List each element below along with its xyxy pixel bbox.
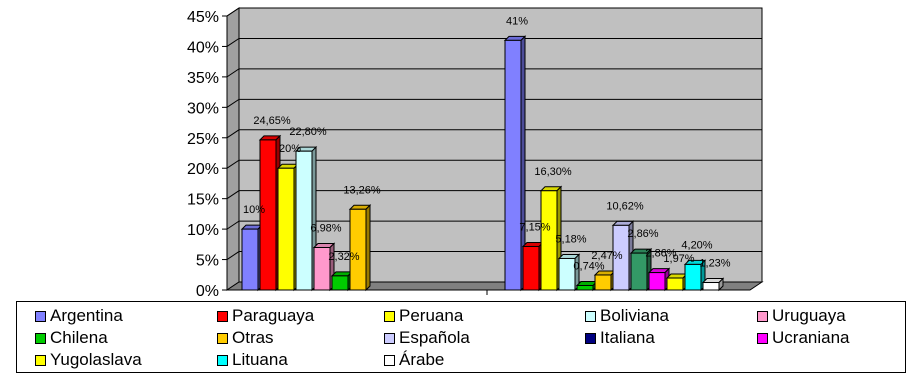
y-tick-label: 35% <box>187 70 219 87</box>
data-label: 22,80% <box>289 126 327 138</box>
legend-label: Uruguaya <box>772 306 846 325</box>
bar-italiana <box>629 247 653 292</box>
y-tick-label: 25% <box>187 131 219 148</box>
legend-label: Chilena <box>50 328 108 347</box>
bar-árabe <box>701 277 725 292</box>
data-label: 2,86% <box>627 228 658 240</box>
data-label: 2,86% <box>645 248 676 260</box>
data-label: 0,74% <box>573 260 604 272</box>
legend: Argentina Paraguaya Peruana Boliviana Urugua… <box>16 301 906 373</box>
legend-label: Otras <box>232 328 274 347</box>
legend-swatch <box>757 332 768 344</box>
data-labels: 10% 24,65% 20% 22,80% 6,98% 2,32% 13,26% 41% 7,1… <box>243 15 731 272</box>
legend-label: Italiana <box>600 328 655 347</box>
legend-item: Italiana <box>585 328 655 348</box>
bar-chart: 0% 5% 10% 15% 20% 25% 30% 35% 40% 45% 10% 24,65% 20… <box>187 7 764 300</box>
data-label: 7,15% <box>519 221 550 233</box>
gridline <box>226 159 762 169</box>
gridline <box>226 190 762 200</box>
gridline <box>226 68 762 78</box>
gridline <box>226 7 762 17</box>
bar-argentina <box>503 35 527 292</box>
data-label: 13,26% <box>343 184 381 196</box>
legend-swatch <box>217 310 228 322</box>
y-tick-label: 15% <box>187 192 219 209</box>
legend-label: Yugolaslava <box>50 350 142 369</box>
bar-chilena <box>330 270 354 292</box>
legend-swatch <box>35 332 46 344</box>
legend-swatch <box>585 310 596 322</box>
y-tick-label: 45% <box>187 9 219 26</box>
data-label: 16,30% <box>534 166 572 178</box>
data-label: 2,32% <box>328 251 359 263</box>
legend-swatch <box>35 354 46 366</box>
y-tick-label: 40% <box>187 39 219 56</box>
gridline <box>226 37 762 47</box>
y-tick-label: 5% <box>196 253 219 270</box>
legend-label: Boliviana <box>600 306 669 325</box>
bar-otras <box>348 204 372 292</box>
legend-label: Argentina <box>50 306 123 325</box>
legend-label: Paraguaya <box>232 306 315 325</box>
legend-item: Árabe <box>384 350 444 370</box>
bar-boliviana <box>294 145 318 292</box>
bar-yugoslava <box>665 272 689 292</box>
bar-boliviana <box>557 253 581 292</box>
side-wall <box>226 7 240 291</box>
legend-item: Chilena <box>35 328 108 348</box>
legend-item: Ucraniana <box>757 328 850 348</box>
legend-item: Otras <box>217 328 274 348</box>
bar-peruana <box>276 163 300 292</box>
legend-swatch <box>757 310 768 322</box>
data-label: 1,97% <box>663 253 694 265</box>
data-label: 10,62% <box>606 200 644 212</box>
legend-swatch <box>217 354 228 366</box>
legend-item: Lituana <box>217 350 288 370</box>
legend-item: Argentina <box>35 306 123 326</box>
legend-label: Árabe <box>399 350 445 369</box>
gridline <box>226 98 762 108</box>
bar-marks <box>240 35 725 292</box>
legend-label: Ucraniana <box>772 328 850 347</box>
data-label: 20% <box>279 143 301 155</box>
legend-item: Boliviana <box>585 306 669 326</box>
bar-chilena <box>575 280 599 292</box>
legend-label: Lituana <box>232 350 288 369</box>
gridline <box>226 251 762 260</box>
bar-ucraniana <box>647 267 671 292</box>
data-label: 41% <box>506 15 528 27</box>
legend-label: Peruana <box>399 306 464 325</box>
legend-swatch <box>384 354 395 366</box>
legend-swatch <box>384 310 395 322</box>
y-tick-label: 10% <box>187 222 219 239</box>
legend-swatch <box>384 332 395 344</box>
data-label: 4,20% <box>681 239 712 251</box>
gridline <box>226 129 762 139</box>
legend-swatch <box>35 310 46 322</box>
legend-item: Peruana <box>384 306 463 326</box>
gridline <box>226 220 762 230</box>
legend-swatch <box>585 332 596 344</box>
y-tick-label: 20% <box>187 161 219 178</box>
data-label: 10% <box>243 204 265 216</box>
data-label: 1,23% <box>699 258 730 270</box>
data-label: 5,18% <box>555 233 586 245</box>
data-label: 6,98% <box>310 222 341 234</box>
legend-item: Paraguaya <box>217 306 314 326</box>
legend-item: Española <box>384 328 470 348</box>
legend-swatch <box>217 332 228 344</box>
legend-item: Yugolaslava <box>35 350 142 370</box>
y-tick-label: 30% <box>187 100 219 117</box>
legend-label: Española <box>399 328 470 347</box>
bar-española <box>611 220 635 292</box>
bar-otras <box>593 269 617 292</box>
bar-argentina <box>240 223 264 292</box>
data-label: 2,47% <box>591 250 622 262</box>
legend-item: Uruguaya <box>757 306 846 326</box>
bar-paraguaya <box>521 241 545 292</box>
data-label: 24,65% <box>253 115 291 127</box>
y-tick-label: 0% <box>196 283 219 300</box>
